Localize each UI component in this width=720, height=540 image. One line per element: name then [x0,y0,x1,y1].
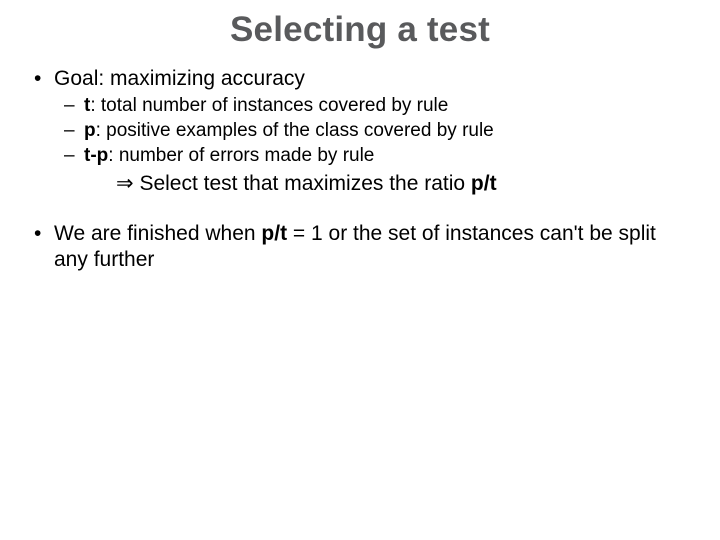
sub-t-rest: : total number of instances covered by r… [90,95,448,116]
conclusion-lead: Select test that maximizes the ratio [139,172,470,195]
sub-bullet-p: p: positive examples of the class covere… [54,119,692,143]
sub-tp-rest: : number of errors made by rule [108,145,374,166]
finished-pre: We are finished when [54,222,261,245]
var-p: p [84,120,96,141]
sub-p-rest: : positive examples of the class covered… [96,120,494,141]
implies-icon: ⇒ [116,172,134,195]
bullet-goal-text: Goal: maximizing accuracy [54,67,305,90]
var-tp: t-p [84,145,108,166]
conclusion-line: ⇒ Select test that maximizes the ratio p… [54,171,692,197]
spacer [28,199,692,221]
sub-bullet-tp: t-p: number of errors made by rule [54,144,692,168]
finished-ratio: p/t [261,222,287,245]
bullet-finished: We are finished when p/t = 1 or the set … [28,221,692,274]
bullet-list-2: We are finished when p/t = 1 or the set … [28,221,692,274]
slide: Selecting a test Goal: maximizing accura… [0,0,720,540]
sub-bullet-t: t: total number of instances covered by … [54,94,692,118]
bullet-goal: Goal: maximizing accuracy t: total numbe… [28,66,692,197]
sub-bullet-list: t: total number of instances covered by … [54,94,692,167]
slide-title: Selecting a test [28,10,692,50]
conclusion-ratio: p/t [471,172,497,195]
bullet-list: Goal: maximizing accuracy t: total numbe… [28,66,692,197]
